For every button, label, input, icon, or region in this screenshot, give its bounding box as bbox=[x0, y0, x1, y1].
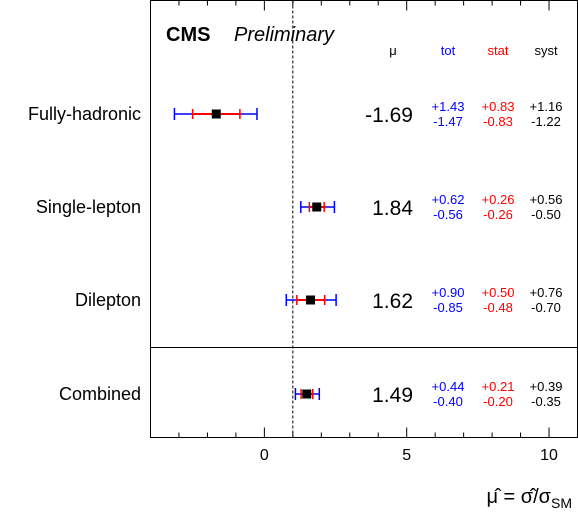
row-single-lepton: Single-lepton 1.84 +0.62-0.56 +0.26-0.26 +0.… bbox=[36, 192, 563, 222]
syst-up-value: +0.76 bbox=[530, 285, 563, 300]
stat-up-value: +0.26 bbox=[482, 192, 515, 207]
syst-up-value: +1.16 bbox=[530, 99, 563, 114]
row-dilepton: Dilepton 1.62 +0.90-0.85 +0.50-0.48 +0.76-0.… bbox=[75, 285, 563, 315]
x-axis-label-base: μ̂ = σ̂/σ bbox=[486, 486, 551, 508]
stat-up-value: +0.50 bbox=[482, 285, 515, 300]
row-fully-hadronic: Fully-hadronic -1.69 +1.43-1.47 +0.83-0.83 +… bbox=[28, 99, 563, 129]
x-axis-label-subscript: SM bbox=[551, 495, 572, 511]
col-header-syst: syst bbox=[534, 43, 558, 58]
category-label: Dilepton bbox=[75, 290, 141, 310]
syst-down-value: -0.70 bbox=[531, 300, 561, 315]
cms-label: CMS bbox=[166, 24, 210, 46]
col-header-mu: μ bbox=[389, 43, 397, 58]
stat-down-value: -0.20 bbox=[483, 394, 513, 409]
x-tick-label: 0 bbox=[260, 447, 269, 464]
tot-up-value: +0.62 bbox=[432, 192, 465, 207]
central-value-marker bbox=[305, 295, 315, 305]
tot-down-value: -1.47 bbox=[433, 114, 463, 129]
syst-down-value: -0.35 bbox=[531, 394, 561, 409]
tot-down-value: -0.56 bbox=[433, 207, 463, 222]
stat-down-value: -0.26 bbox=[483, 207, 513, 222]
stat-down-value: -0.48 bbox=[483, 300, 513, 315]
preliminary-label: Preliminary bbox=[234, 24, 335, 46]
stat-up-value: +0.83 bbox=[482, 99, 515, 114]
col-header-tot: tot bbox=[441, 43, 456, 58]
mu-value: 1.62 bbox=[372, 290, 413, 313]
central-value-marker bbox=[302, 389, 312, 399]
category-label: Fully-hadronic bbox=[28, 104, 141, 124]
syst-down-value: -0.50 bbox=[531, 207, 561, 222]
col-header-stat: stat bbox=[488, 43, 509, 58]
tot-up-value: +1.43 bbox=[432, 99, 465, 114]
syst-up-value: +0.39 bbox=[530, 379, 563, 394]
x-axis-label: μ̂ = σ̂/σSM bbox=[486, 486, 572, 511]
central-value-marker bbox=[211, 109, 221, 119]
tot-down-value: -0.40 bbox=[433, 394, 463, 409]
syst-up-value: +0.56 bbox=[530, 192, 563, 207]
tot-up-value: +0.44 bbox=[432, 379, 465, 394]
x-tick-label: 10 bbox=[540, 447, 558, 464]
stat-up-value: +0.21 bbox=[482, 379, 515, 394]
plot-frame bbox=[150, 0, 578, 438]
mu-value: 1.49 bbox=[372, 384, 413, 407]
central-value-marker bbox=[312, 202, 322, 212]
row-combined: Combined 1.49 +0.44-0.40 +0.21-0.20 +0.39-0.… bbox=[59, 379, 563, 409]
tot-up-value: +0.90 bbox=[432, 285, 465, 300]
syst-down-value: -1.22 bbox=[531, 114, 561, 129]
mu-value: -1.69 bbox=[365, 104, 413, 127]
x-tick-label: 5 bbox=[402, 447, 411, 464]
category-label: Combined bbox=[59, 384, 141, 404]
category-label: Single-lepton bbox=[36, 197, 141, 217]
mu-value: 1.84 bbox=[372, 197, 413, 220]
stat-down-value: -0.83 bbox=[483, 114, 513, 129]
tot-down-value: -0.85 bbox=[433, 300, 463, 315]
